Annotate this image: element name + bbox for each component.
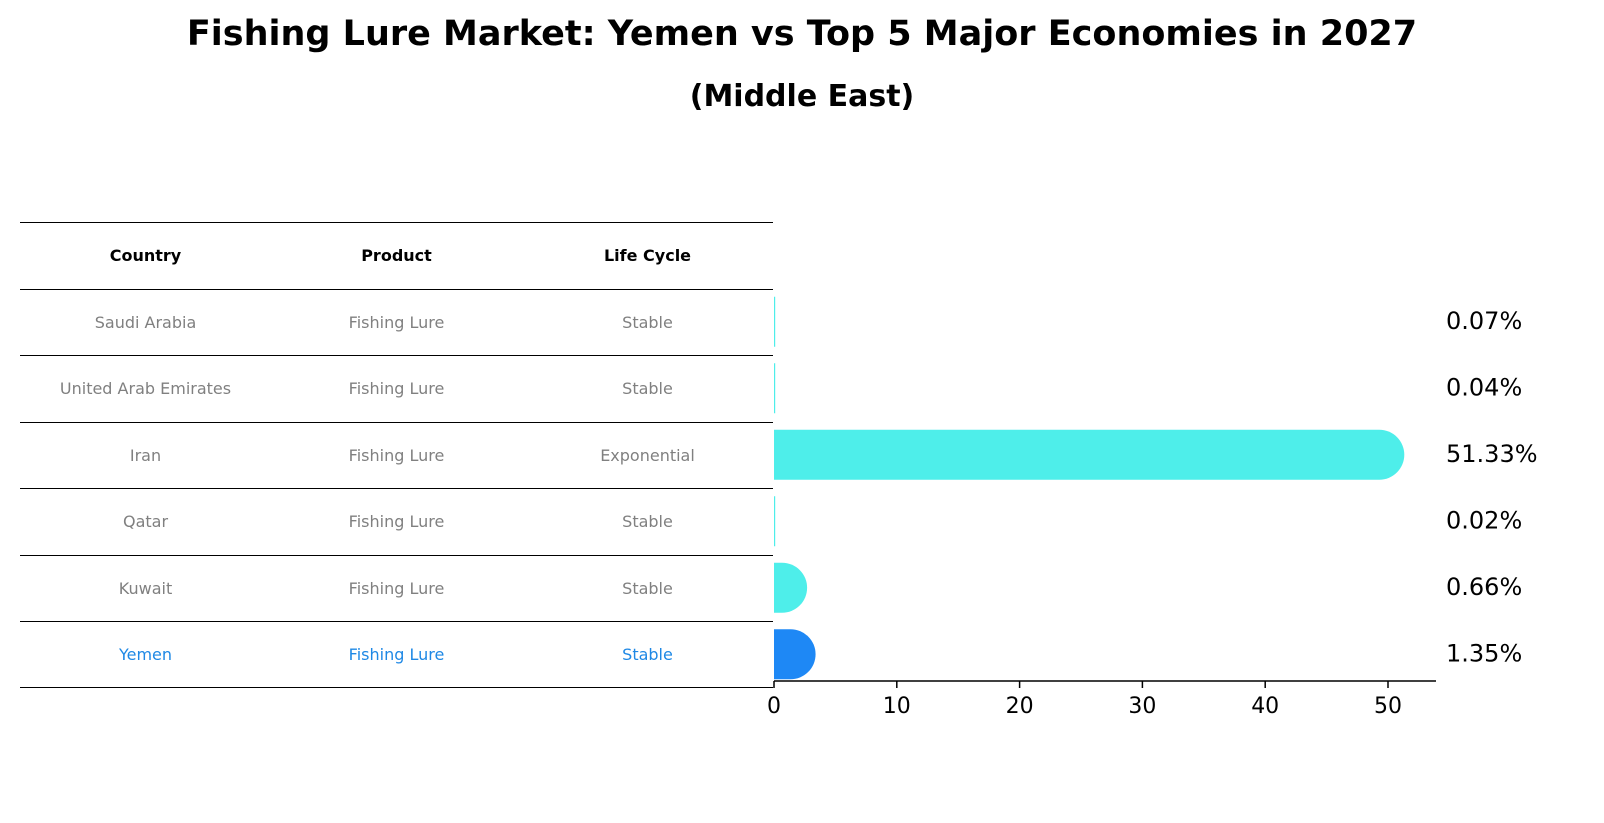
bar-iran: [774, 429, 1405, 480]
x-tick-label: 10: [883, 694, 911, 719]
table-header-row: Country Product Life Cycle: [20, 222, 773, 289]
product-cell: Fishing Lure: [348, 512, 445, 532]
header-country: Country: [109, 246, 182, 266]
bar-qatar: [774, 496, 776, 547]
life-cycle-cell: Stable: [622, 312, 673, 332]
life-cycle-cell: Stable: [622, 379, 673, 399]
table-row: United Arab Emirates Fishing Lure Stable: [20, 355, 773, 422]
table-row: Kuwait Fishing Lure Stable: [20, 554, 773, 622]
table-row: Saudi Arabia Fishing Lure Stable: [20, 288, 773, 356]
value-label: 1.35%: [1446, 639, 1522, 667]
bar-saudi-arabia: [774, 296, 776, 347]
header-life-cycle: Life Cycle: [603, 246, 692, 266]
table-row: Iran Fishing Lure Exponential: [20, 421, 773, 489]
bar-yemen: [774, 629, 816, 680]
life-cycle-cell: Stable: [622, 578, 673, 598]
header-product: Product: [361, 246, 432, 266]
product-cell: Fishing Lure: [348, 445, 445, 465]
product-cell: Fishing Lure: [348, 578, 445, 598]
country-cell: Yemen: [118, 644, 173, 664]
value-label: 51.33%: [1446, 440, 1538, 468]
x-tick-label: 30: [1128, 694, 1156, 719]
x-tick-label: 20: [1006, 694, 1034, 719]
product-cell: Fishing Lure: [348, 644, 445, 664]
x-tick-label: 0: [767, 694, 781, 719]
product-cell: Fishing Lure: [348, 379, 445, 399]
product-cell: Fishing Lure: [348, 312, 445, 332]
country-cell: Saudi Arabia: [94, 312, 197, 332]
country-cell: United Arab Emirates: [59, 379, 232, 399]
value-label: 0.02%: [1446, 506, 1522, 534]
bar-kuwait: [774, 562, 808, 613]
country-cell: Qatar: [122, 512, 169, 532]
x-tick-label: 40: [1251, 694, 1279, 719]
country-cell: Kuwait: [118, 578, 173, 598]
table-row: Qatar Fishing Lure Stable: [20, 488, 773, 555]
bar-united-arab-emirates: [774, 363, 776, 414]
chart-subtitle: (Middle East): [689, 79, 915, 114]
table-row-highlight: Yemen Fishing Lure Stable: [20, 621, 773, 688]
value-label: 0.66%: [1446, 573, 1522, 601]
data-table: Country Product Life Cycle Saudi Arabia …: [20, 222, 773, 688]
country-cell: Iran: [129, 445, 162, 465]
x-tick-label: 50: [1374, 694, 1402, 719]
life-cycle-cell: Exponential: [600, 445, 695, 465]
life-cycle-cell: Stable: [622, 644, 673, 664]
value-label: 0.04%: [1446, 373, 1522, 401]
value-label: 0.07%: [1446, 307, 1522, 335]
chart-title: Fishing Lure Market: Yemen vs Top 5 Majo…: [186, 14, 1418, 54]
life-cycle-cell: Stable: [622, 512, 673, 532]
